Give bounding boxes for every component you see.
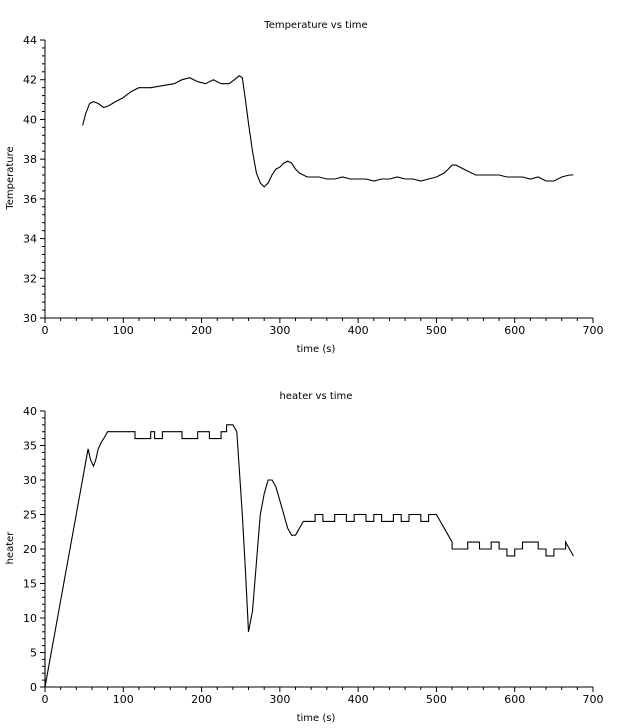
x-tick-label: 500: [426, 693, 447, 706]
x-tick-label: 300: [269, 324, 290, 337]
x-tick-label: 0: [42, 693, 49, 706]
x-axis-label: time (s): [297, 344, 336, 355]
y-tick-label: 0: [30, 681, 37, 694]
y-tick-label: 32: [23, 272, 37, 285]
y-tick-label: 36: [23, 193, 37, 206]
y-tick-label: 40: [23, 405, 37, 418]
series-line: [44, 424, 574, 688]
x-tick-label: 0: [42, 324, 49, 337]
series-line: [82, 75, 574, 188]
y-tick-label: 10: [23, 612, 37, 625]
y-tick-label: 44: [23, 34, 37, 47]
x-tick-label: 600: [504, 693, 525, 706]
x-axis-label: time (s): [297, 713, 336, 724]
chart-title: Temperature vs time: [263, 20, 367, 31]
x-tick-label: 200: [191, 693, 212, 706]
y-tick-label: 25: [23, 509, 37, 522]
x-tick-label: 600: [504, 324, 525, 337]
y-tick-label: 15: [23, 578, 37, 591]
y-tick-label: 38: [23, 153, 37, 166]
heater-chart: heater vs time time (s) heater 0 100 200 30…: [5, 391, 604, 724]
y-tick-label: 35: [23, 440, 37, 453]
x-tick-label: 100: [113, 324, 134, 337]
y-tick-label: 42: [23, 74, 37, 87]
y-axis-label: Temperature: [5, 146, 16, 210]
x-tick-label: 500: [426, 324, 447, 337]
y-tick-label: 40: [23, 113, 37, 126]
chart-title: heater vs time: [280, 391, 353, 402]
y-tick-label: 30: [23, 474, 37, 487]
y-tick-label: 34: [23, 233, 37, 246]
x-tick-label: 300: [269, 693, 290, 706]
y-tick-label: 5: [30, 647, 37, 660]
x-tick-label: 100: [113, 693, 134, 706]
x-tick-label: 700: [583, 693, 604, 706]
y-tick-label: 20: [23, 543, 37, 556]
y-axis-label: heater: [5, 531, 16, 565]
temperature-chart: Temperature vs time time (s) Temperature…: [5, 20, 604, 355]
x-tick-label: 400: [348, 324, 369, 337]
x-tick-label: 700: [583, 324, 604, 337]
y-tick-label: 30: [23, 312, 37, 325]
x-tick-label: 200: [191, 324, 212, 337]
x-tick-label: 400: [348, 693, 369, 706]
